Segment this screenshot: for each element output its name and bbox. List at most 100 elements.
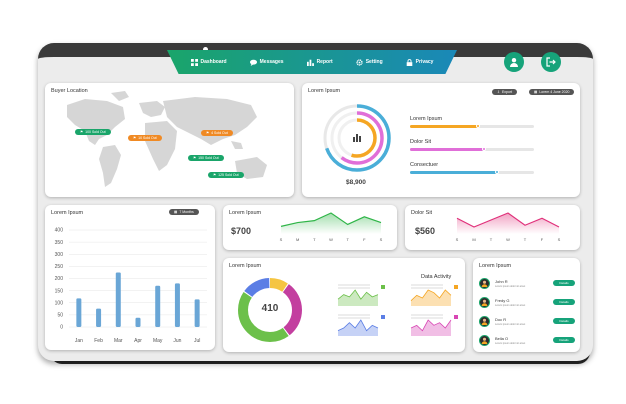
- y-tick-label: 150: [55, 288, 64, 294]
- nav-setting[interactable]: Setting: [356, 58, 383, 66]
- mini-line: [337, 319, 379, 332]
- x-tick-label: S: [280, 237, 283, 242]
- person-name: Bella O: [495, 336, 509, 341]
- location-pin-icon: ⚑: [193, 156, 197, 160]
- bar[interactable]: [155, 285, 161, 327]
- spark-area: [457, 213, 559, 234]
- radial-ring: [337, 118, 377, 158]
- activity-title: Data Activity: [421, 274, 452, 280]
- bar[interactable]: [76, 298, 82, 327]
- period-label: 7 Months: [179, 210, 194, 214]
- spark-line: [280, 212, 382, 227]
- donut-segment[interactable]: [238, 278, 302, 342]
- legend-swatch: [381, 315, 385, 319]
- spark-area: [281, 213, 381, 234]
- x-tick-label: T: [313, 237, 316, 242]
- x-tick-label: Feb: [94, 338, 103, 344]
- marker-label: 125 Sold Out: [218, 173, 239, 177]
- nav-report[interactable]: Report: [306, 59, 333, 66]
- legend-swatch: [454, 285, 458, 289]
- card-title: Buyer Location: [51, 88, 88, 94]
- card-title: Dolor Sit: [411, 210, 433, 216]
- period-selector[interactable]: ▦ 7 Months: [169, 209, 199, 215]
- details-button[interactable]: Details: [553, 337, 575, 343]
- location-pin-icon: ⚑: [206, 131, 210, 135]
- progress-knob[interactable]: [482, 147, 487, 151]
- bar[interactable]: [174, 283, 180, 327]
- bar-chart-icon: [306, 59, 314, 66]
- bar[interactable]: [96, 308, 102, 327]
- logout-button[interactable]: [541, 52, 561, 72]
- sales-spark-card: Lorem Ipsum $700 S M T W T F S: [223, 205, 397, 250]
- dashboard-icon: [190, 58, 198, 66]
- nav-messages[interactable]: Messages: [249, 59, 284, 66]
- progress-fill: [410, 170, 499, 174]
- details-button[interactable]: Details: [553, 280, 575, 286]
- avatar: [479, 278, 490, 289]
- mini-line: [337, 289, 379, 300]
- location-marker[interactable]: ⚑ 4 Sold Out: [201, 130, 233, 136]
- progress-knob[interactable]: [476, 124, 481, 128]
- export-button[interactable]: ⇩ Export: [492, 89, 518, 95]
- bar[interactable]: [115, 272, 121, 327]
- user-icon: [481, 318, 488, 325]
- user-icon: [510, 58, 518, 67]
- y-tick-label: 350: [55, 240, 64, 246]
- marker-label: 100 Sold Out: [85, 130, 106, 134]
- avatar: [479, 316, 490, 327]
- bar-chart: 0 50 100 150 200 250 300 350 400 Jan Feb Mar Apr May J…: [55, 228, 207, 344]
- progress-fill: [410, 124, 481, 128]
- x-tick-label: T: [346, 237, 349, 242]
- x-tick-label: S: [456, 237, 459, 242]
- radial-chart: [323, 104, 391, 172]
- list-item: Doc R Lorem ipsum dolor sit amet Details: [479, 314, 575, 330]
- details-button[interactable]: Details: [553, 299, 575, 305]
- bar[interactable]: [194, 299, 200, 327]
- y-tick-label: 400: [55, 228, 64, 234]
- location-marker[interactable]: ⚑ 10 Sold Out: [128, 135, 162, 141]
- avatar: [479, 297, 490, 308]
- location-marker[interactable]: ⚑ 125 Sold Out: [208, 172, 244, 178]
- progress-knob[interactable]: [494, 170, 499, 174]
- progress-fill: [410, 147, 487, 151]
- person-subtitle: Lorem ipsum dolor sit amet: [495, 342, 526, 345]
- nav-label: Privacy: [415, 59, 434, 65]
- location-marker[interactable]: ⚑ 100 Sold Out: [75, 129, 111, 135]
- x-tick-label: M: [296, 237, 299, 242]
- mini-area: [411, 290, 451, 306]
- date-picker-button[interactable]: ▦ Lorem 4 June 2020: [529, 89, 575, 95]
- list-item: Bella O Lorem ipsum dolor sit amet Details: [479, 333, 575, 349]
- nav-privacy[interactable]: Privacy: [406, 58, 434, 66]
- donut-segment[interactable]: [238, 278, 302, 342]
- profile-button[interactable]: [504, 52, 524, 72]
- download-icon: ⇩: [497, 90, 500, 94]
- person-subtitle: Lorem ipsum dolor sit amet: [495, 285, 526, 288]
- location-pin-icon: ⚑: [213, 173, 217, 177]
- donut-center-value: 410: [261, 303, 279, 314]
- y-tick-label: 50: [57, 313, 63, 319]
- list-item: Fredy G Lorem ipsum dolor sit amet Details: [479, 295, 575, 311]
- x-tick-label: Jul: [194, 338, 200, 344]
- details-button[interactable]: Details: [553, 318, 575, 324]
- bar[interactable]: [135, 317, 141, 327]
- lock-icon: [406, 58, 412, 66]
- radial-ring: [330, 111, 384, 165]
- person-name: John R: [495, 279, 508, 284]
- donut-segment[interactable]: [238, 278, 302, 342]
- list-item: John R Lorem ipsum dolor sit amet Details: [479, 276, 575, 292]
- y-tick-label: 250: [55, 264, 64, 270]
- marker-label: 10 Sold Out: [138, 136, 157, 140]
- camera-dot: [203, 47, 208, 52]
- x-tick-label: T: [490, 237, 493, 242]
- location-marker[interactable]: ⚑ 150 Sold Out: [188, 155, 224, 161]
- person-name: Doc R: [495, 317, 507, 322]
- nav-label: Dashboard: [200, 59, 227, 65]
- nav-label: Setting: [365, 59, 383, 65]
- donut-chart: [238, 278, 302, 342]
- y-tick-label: 0: [60, 325, 63, 331]
- progress-label: Dolor Sit: [410, 139, 432, 145]
- nav-dashboard[interactable]: Dashboard: [190, 58, 227, 66]
- x-tick-label: May: [153, 338, 163, 344]
- marker-label: 150 Sold Out: [198, 156, 219, 160]
